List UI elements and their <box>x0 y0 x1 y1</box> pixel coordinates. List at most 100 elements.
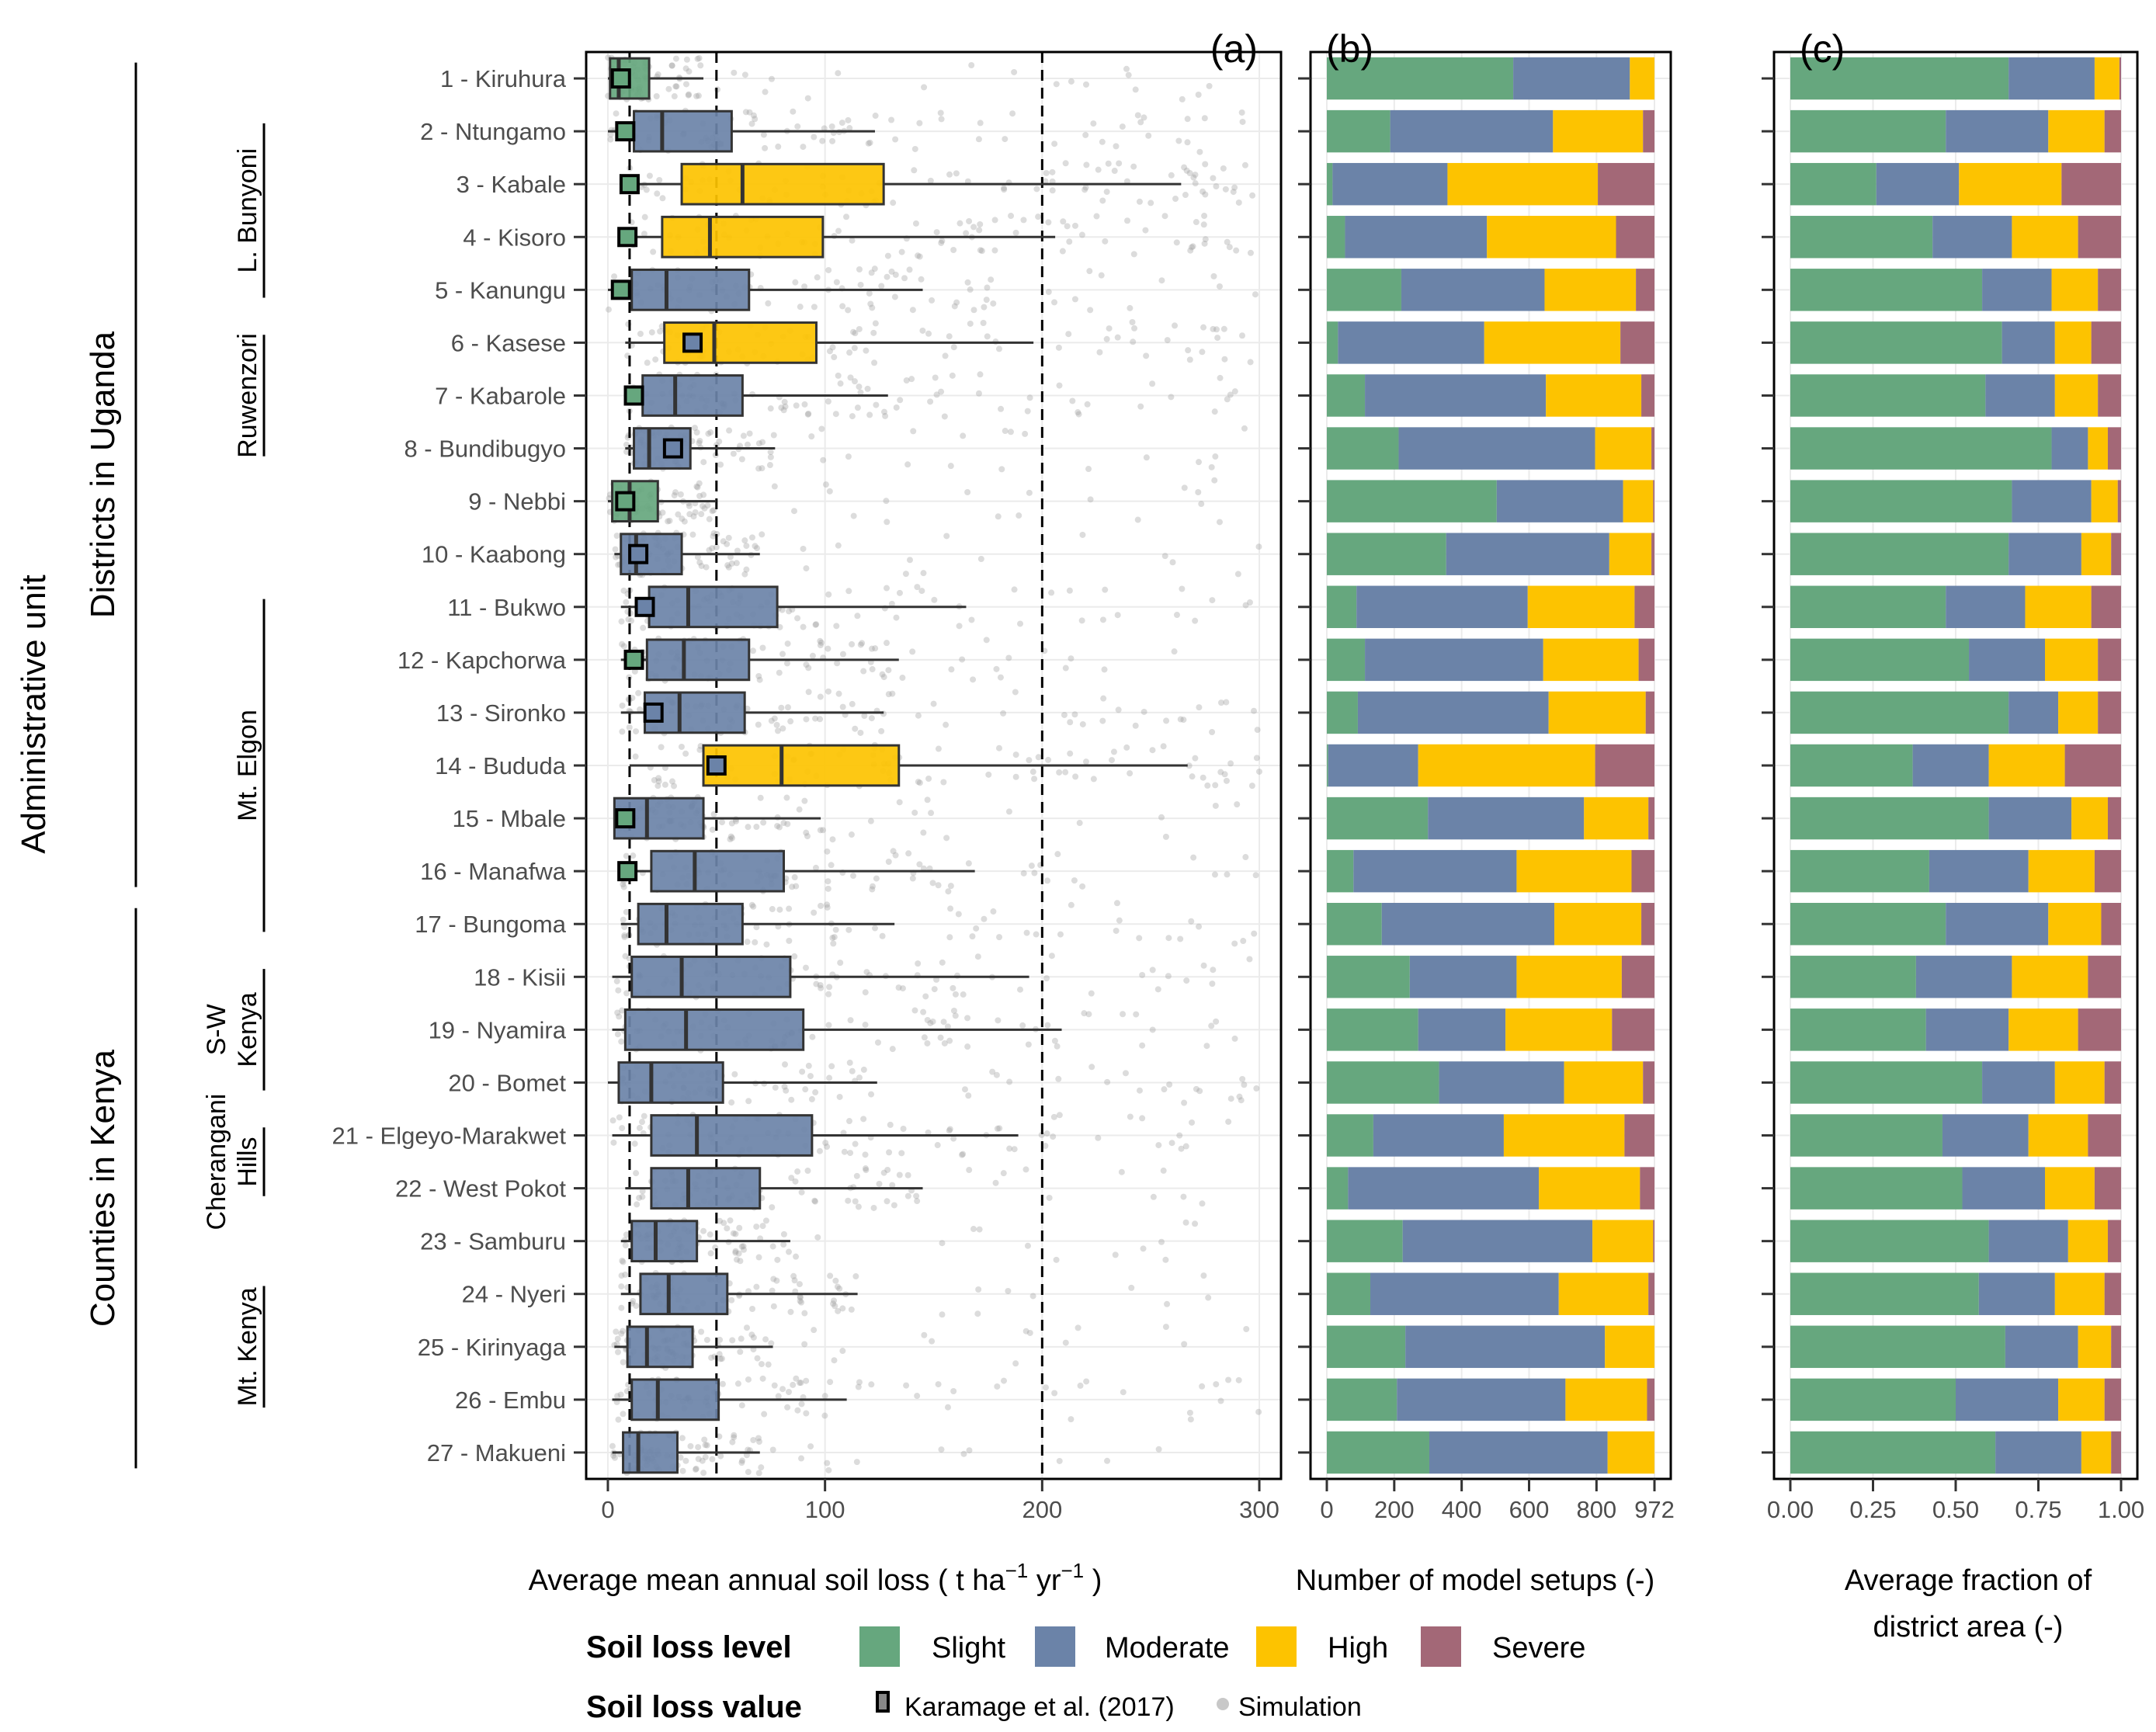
simulation-point <box>825 878 832 885</box>
simulation-point <box>696 437 703 444</box>
simulation-point <box>796 1281 803 1288</box>
simulation-point <box>765 300 772 307</box>
simulation-point <box>1103 335 1110 342</box>
simulation-point <box>826 348 833 355</box>
simulation-point <box>1056 382 1063 389</box>
box <box>622 1431 679 1474</box>
simulation-point <box>1143 352 1150 359</box>
simulation-point <box>772 1084 779 1091</box>
simulation-point <box>1133 1011 1140 1018</box>
simulation-point <box>650 248 657 255</box>
simulation-point <box>748 120 755 127</box>
simulation-point <box>1137 119 1144 126</box>
simulation-point <box>728 560 735 567</box>
simulation-point <box>1011 68 1018 75</box>
simulation-point <box>849 640 856 647</box>
simulation-point <box>989 1068 996 1075</box>
simulation-point <box>697 743 704 750</box>
simulation-point <box>1002 428 1009 435</box>
simulation-point <box>839 303 846 310</box>
simulation-point <box>682 81 689 88</box>
simulation-point <box>1188 244 1195 251</box>
simulation-point <box>811 304 818 311</box>
bar-severe <box>2064 744 2121 787</box>
simulation-point <box>892 852 899 859</box>
simulation-point <box>939 238 946 245</box>
simulation-point <box>938 116 945 123</box>
simulation-point <box>946 1126 953 1133</box>
simulation-point <box>903 377 910 384</box>
bar-moderate <box>1328 744 1418 787</box>
simulation-point <box>1154 986 1161 993</box>
simulation-point <box>870 1204 877 1211</box>
simulation-point <box>959 1151 966 1158</box>
simulation-point <box>829 935 836 942</box>
bar-moderate <box>1982 269 2052 311</box>
simulation-point <box>769 1446 776 1453</box>
bar-severe <box>1648 797 1654 840</box>
bar-moderate <box>1876 162 1960 206</box>
simulation-point <box>854 404 861 411</box>
simulation-point <box>1210 175 1217 182</box>
simulation-point <box>893 614 900 621</box>
simulation-point <box>775 143 782 150</box>
bar-moderate <box>1365 374 1547 417</box>
region-group-label: Mt. Elgon <box>233 710 262 821</box>
simulation-point <box>1211 477 1218 484</box>
simulation-point <box>950 1388 957 1395</box>
simulation-point <box>1051 1390 1058 1397</box>
box <box>650 849 786 893</box>
box <box>633 109 733 153</box>
simulation-point <box>699 502 706 509</box>
simulation-point <box>1086 268 1093 275</box>
bar-moderate <box>1429 1431 1608 1474</box>
simulation-point <box>761 1411 768 1418</box>
simulation-point <box>846 125 853 132</box>
x-tick-label-a: 200 <box>1022 1496 1062 1523</box>
simulation-point <box>1252 872 1259 879</box>
simulation-point <box>737 1258 744 1265</box>
simulation-point <box>759 531 766 538</box>
bar-high <box>2012 216 2078 259</box>
simulation-point <box>779 725 786 732</box>
simulation-point <box>655 775 662 782</box>
simulation-point <box>968 616 975 623</box>
bar-severe <box>2119 57 2121 100</box>
simulation-point <box>1129 319 1136 326</box>
simulation-point <box>884 273 891 280</box>
simulation-point <box>835 690 842 697</box>
simulation-point <box>631 1140 638 1147</box>
simulation-point <box>689 531 696 538</box>
simulation-point <box>731 69 738 76</box>
bar-moderate <box>2008 57 2095 100</box>
simulation-point <box>702 1453 709 1460</box>
simulation-point <box>985 771 992 778</box>
karamage-marker <box>634 596 655 617</box>
simulation-point <box>830 1300 837 1307</box>
simulation-point <box>784 704 791 711</box>
x-tick-label-a: 100 <box>805 1496 845 1523</box>
simulation-point <box>927 177 934 184</box>
simulation-point <box>906 266 913 273</box>
simulation-point <box>1090 776 1097 783</box>
karamage-marker <box>615 121 636 142</box>
simulation-point <box>1172 322 1179 329</box>
simulation-point <box>966 217 973 224</box>
simulation-point <box>1200 188 1206 195</box>
simulation-point <box>1123 744 1130 751</box>
bar-slight <box>1790 956 1916 998</box>
simulation-point <box>755 1254 762 1261</box>
simulation-point <box>860 1116 867 1123</box>
simulation-point <box>754 1355 761 1362</box>
bar-high <box>2028 1114 2088 1157</box>
simulation-point <box>621 932 628 939</box>
category-label: 2 - Ntungamo <box>420 118 566 145</box>
simulation-point <box>1110 748 1117 755</box>
simulation-point <box>868 645 875 652</box>
bar-severe <box>1616 216 1654 259</box>
bar-slight <box>1327 1061 1439 1104</box>
simulation-point <box>964 488 971 495</box>
simulation-point <box>1217 1397 1224 1404</box>
simulation-point <box>1193 219 1200 226</box>
bar-slight <box>1327 162 1333 206</box>
